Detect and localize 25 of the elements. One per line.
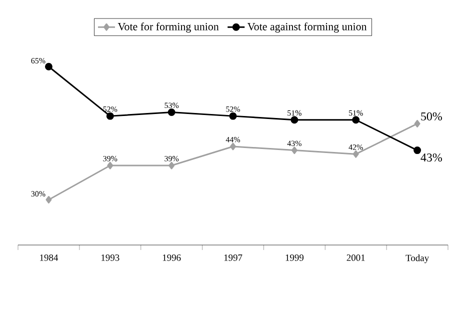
x-tick-label: Today: [406, 254, 430, 264]
x-tick-label: 1997: [224, 254, 242, 261]
point: [352, 150, 359, 158]
point: [230, 142, 236, 150]
point: [106, 112, 114, 120]
point: [168, 108, 176, 116]
point: [414, 146, 422, 154]
x-tick-label: 1984: [40, 254, 58, 261]
point: [229, 112, 237, 120]
x-tick-label: 1999: [286, 254, 304, 261]
point: [414, 120, 420, 128]
point: [44, 62, 52, 70]
point: [290, 116, 298, 124]
legend-label: Vote against forming union: [247, 22, 367, 33]
legend-label: Vote for forming union: [118, 22, 219, 33]
point: [46, 196, 52, 204]
point: [291, 146, 298, 154]
x-tick-label: 2001: [346, 254, 365, 261]
data-label: 50%: [421, 112, 442, 120]
data-label: 43%: [420, 153, 442, 162]
x-tick-label: 1996: [162, 254, 181, 261]
point: [107, 162, 114, 170]
point: [168, 162, 175, 170]
x-tick-label: 1993: [102, 254, 120, 261]
point: [352, 116, 360, 124]
